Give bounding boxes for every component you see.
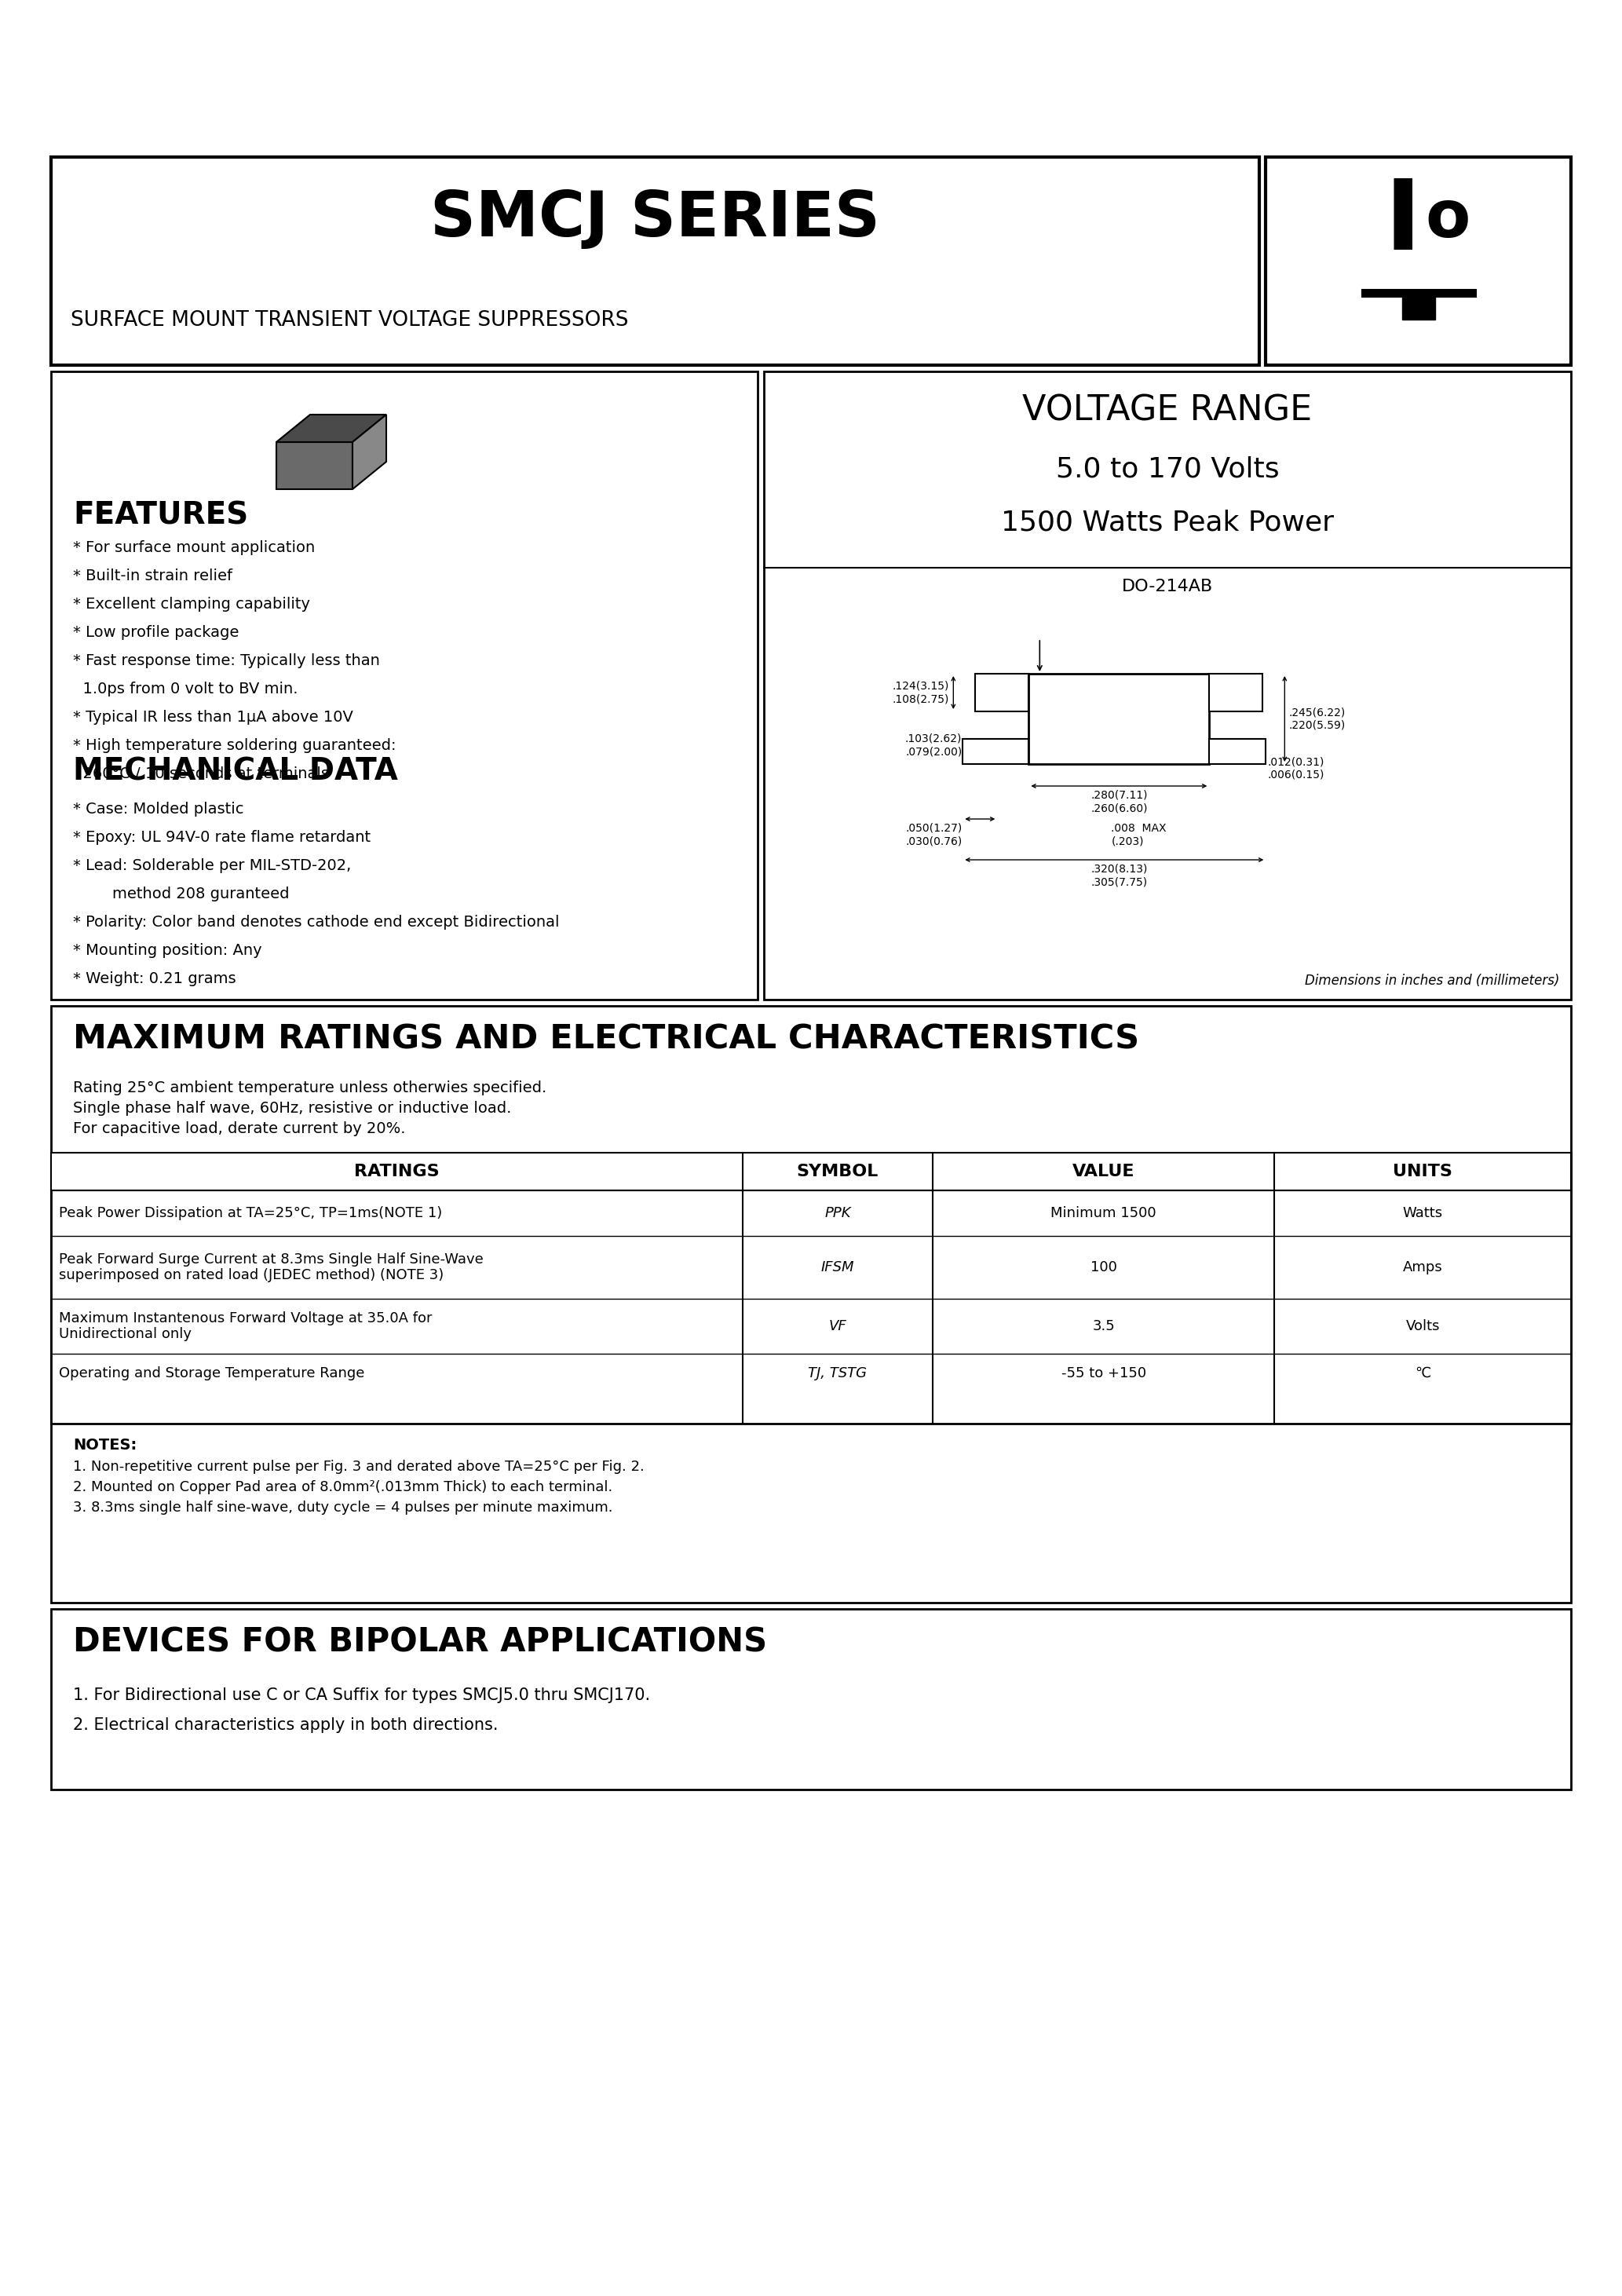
Text: * Mounting position: Any: * Mounting position: Any [73, 944, 261, 957]
Text: Operating and Storage Temperature Range: Operating and Storage Temperature Range [58, 1366, 365, 1380]
Text: method 208 guranteed: method 208 guranteed [73, 886, 289, 902]
Text: VOLTAGE RANGE: VOLTAGE RANGE [1022, 393, 1312, 427]
Text: * Excellent clamping capability: * Excellent clamping capability [73, 597, 310, 611]
Text: Peak Forward Surge Current at 8.3ms Single Half Sine-Wave: Peak Forward Surge Current at 8.3ms Sing… [58, 1251, 483, 1267]
Text: RATINGS: RATINGS [354, 1164, 440, 1180]
Text: Minimum 1500: Minimum 1500 [1051, 1205, 1156, 1219]
Text: ℃: ℃ [1414, 1366, 1431, 1380]
Text: Peak Power Dissipation at TA=25°C, TP=1ms(NOTE 1): Peak Power Dissipation at TA=25°C, TP=1m… [58, 1205, 443, 1219]
Text: * Epoxy: UL 94V-0 rate flame retardant: * Epoxy: UL 94V-0 rate flame retardant [73, 829, 371, 845]
Text: VF: VF [829, 1320, 847, 1334]
Text: .124(3.15)
.108(2.75): .124(3.15) .108(2.75) [892, 680, 949, 705]
Bar [1210, 673, 1262, 712]
Text: .245(6.22)
.220(5.59): .245(6.22) .220(5.59) [1288, 707, 1345, 730]
Bar [50, 1609, 1572, 1789]
Bar [1210, 739, 1265, 765]
Bar [963, 739, 1028, 765]
Text: DO-214AB: DO-214AB [1122, 579, 1213, 595]
Text: SYMBOL: SYMBOL [796, 1164, 879, 1180]
Bar [764, 372, 1572, 999]
Text: * Fast response time: Typically less than: * Fast response time: Typically less tha… [73, 654, 380, 668]
Text: SMCJ SERIES: SMCJ SERIES [430, 188, 881, 250]
Text: Maximum Instantenous Forward Voltage at 35.0A for: Maximum Instantenous Forward Voltage at … [58, 1311, 431, 1325]
Polygon shape [276, 443, 352, 489]
Text: .103(2.62)
.079(2.00): .103(2.62) .079(2.00) [905, 732, 962, 758]
Text: 1.0ps from 0 volt to BV min.: 1.0ps from 0 volt to BV min. [73, 682, 298, 696]
Text: PPK: PPK [824, 1205, 852, 1219]
Text: 2. Mounted on Copper Pad area of 8.0mm²(.013mm Thick) to each terminal.: 2. Mounted on Copper Pad area of 8.0mm²(… [73, 1481, 613, 1495]
Text: * Polarity: Color band denotes cathode end except Bidirectional: * Polarity: Color band denotes cathode e… [73, 914, 560, 930]
Bar [50, 1153, 1572, 1189]
Text: o: o [1426, 186, 1471, 250]
Text: NOTES:: NOTES: [73, 1437, 136, 1453]
Bar [1265, 156, 1572, 365]
Text: Dimensions in inches and (millimeters): Dimensions in inches and (millimeters) [1304, 974, 1559, 987]
Text: MAXIMUM RATINGS AND ELECTRICAL CHARACTERISTICS: MAXIMUM RATINGS AND ELECTRICAL CHARACTER… [73, 1024, 1139, 1056]
Text: Amps: Amps [1403, 1261, 1442, 1274]
Text: .050(1.27)
.030(0.76): .050(1.27) .030(0.76) [905, 822, 962, 847]
Text: SURFACE MOUNT TRANSIENT VOLTAGE SUPPRESSORS: SURFACE MOUNT TRANSIENT VOLTAGE SUPPRESS… [71, 310, 628, 331]
Text: -55 to +150: -55 to +150 [1061, 1366, 1147, 1380]
Text: * Lead: Solderable per MIL-STD-202,: * Lead: Solderable per MIL-STD-202, [73, 859, 350, 872]
Text: MECHANICAL DATA: MECHANICAL DATA [73, 755, 397, 785]
Bar [1028, 673, 1210, 765]
Text: Single phase half wave, 60Hz, resistive or inductive load.: Single phase half wave, 60Hz, resistive … [73, 1100, 511, 1116]
Text: 1. For Bidirectional use C or CA Suffix for types SMCJ5.0 thru SMCJ170.: 1. For Bidirectional use C or CA Suffix … [73, 1688, 650, 1704]
Text: 1. Non-repetitive current pulse per Fig. 3 and derated above TA=25°C per Fig. 2.: 1. Non-repetitive current pulse per Fig.… [73, 1460, 644, 1474]
Text: .008  MAX
(.203): .008 MAX (.203) [1111, 822, 1166, 847]
Text: 260°C / 10 seconds at terminals: 260°C / 10 seconds at terminals [73, 767, 329, 781]
Text: 5.0 to 170 Volts: 5.0 to 170 Volts [1056, 457, 1280, 482]
Text: For capacitive load, derate current by 20%.: For capacitive load, derate current by 2… [73, 1120, 406, 1137]
Bar [1401, 294, 1435, 319]
Text: .280(7.11)
.260(6.60): .280(7.11) .260(6.60) [1090, 790, 1147, 813]
Text: * High temperature soldering guaranteed:: * High temperature soldering guaranteed: [73, 737, 396, 753]
Text: I: I [1384, 174, 1421, 271]
Text: 1500 Watts Peak Power: 1500 Watts Peak Power [1001, 510, 1333, 537]
Text: FEATURES: FEATURES [73, 501, 248, 530]
Text: * Built-in strain relief: * Built-in strain relief [73, 569, 232, 583]
Text: * Typical IR less than 1μA above 10V: * Typical IR less than 1μA above 10V [73, 709, 354, 726]
Text: Watts: Watts [1403, 1205, 1444, 1219]
Text: 100: 100 [1090, 1261, 1118, 1274]
Bar [50, 372, 757, 999]
Text: * Weight: 0.21 grams: * Weight: 0.21 grams [73, 971, 237, 987]
Text: 2. Electrical characteristics apply in both directions.: 2. Electrical characteristics apply in b… [73, 1717, 498, 1733]
Text: TJ, TSTG: TJ, TSTG [808, 1366, 868, 1380]
Text: UNITS: UNITS [1393, 1164, 1453, 1180]
Bar [50, 1153, 1572, 1424]
Text: VALUE: VALUE [1072, 1164, 1135, 1180]
Text: Unidirectional only: Unidirectional only [58, 1327, 191, 1341]
Text: 3.5: 3.5 [1092, 1320, 1114, 1334]
Text: * Case: Molded plastic: * Case: Molded plastic [73, 801, 243, 817]
Text: * For surface mount application: * For surface mount application [73, 540, 315, 556]
Polygon shape [276, 416, 386, 443]
Text: .320(8.13)
.305(7.75): .320(8.13) .305(7.75) [1090, 863, 1147, 889]
Text: * Low profile package: * Low profile package [73, 625, 238, 641]
Text: 3. 8.3ms single half sine-wave, duty cycle = 4 pulses per minute maximum.: 3. 8.3ms single half sine-wave, duty cyc… [73, 1502, 613, 1515]
Text: DEVICES FOR BIPOLAR APPLICATIONS: DEVICES FOR BIPOLAR APPLICATIONS [73, 1626, 767, 1660]
Bar [975, 673, 1028, 712]
Bar [50, 156, 1259, 365]
Text: IFSM: IFSM [821, 1261, 855, 1274]
Text: .012(0.31)
.006(0.15): .012(0.31) .006(0.15) [1267, 755, 1324, 781]
Text: Rating 25°C ambient temperature unless otherwies specified.: Rating 25°C ambient temperature unless o… [73, 1081, 547, 1095]
Text: Volts: Volts [1406, 1320, 1440, 1334]
Polygon shape [352, 416, 386, 489]
Text: superimposed on rated load (JEDEC method) (NOTE 3): superimposed on rated load (JEDEC method… [58, 1267, 444, 1281]
Bar [50, 1006, 1572, 1603]
